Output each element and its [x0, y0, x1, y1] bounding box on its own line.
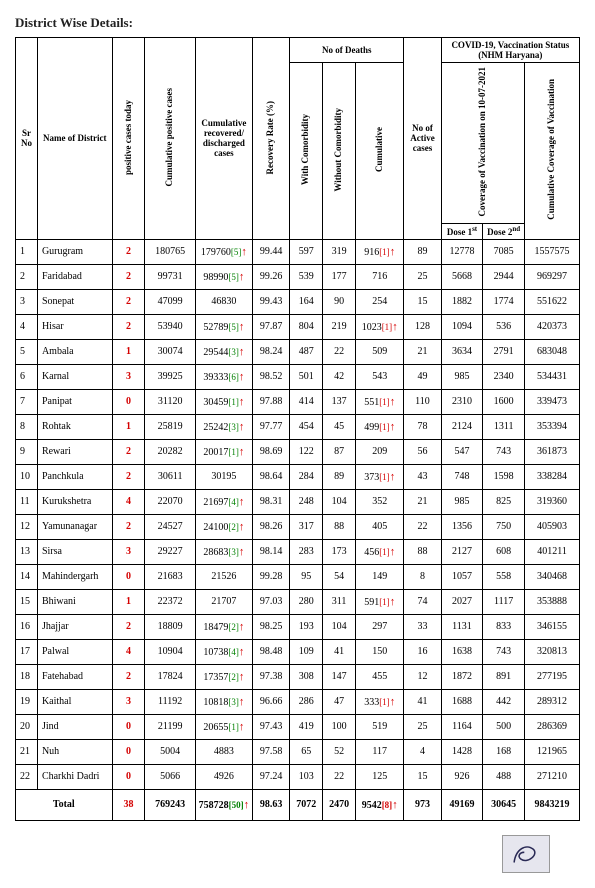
col-cumrec: Cumulative recovered/ discharged cases	[195, 38, 252, 240]
signature-area	[15, 835, 580, 873]
table-row: 14Mahindergarh0216832152699.289554149810…	[16, 564, 580, 589]
col-dose1: Dose 1st	[441, 223, 483, 239]
col-vac-cum: Cumulative Coverage of Vaccination	[525, 63, 580, 240]
table-row: 13Sirsa32922728683[3]98.14283173456[1]88…	[16, 539, 580, 564]
table-row: 21Nuh05004488397.58655211741428168121965	[16, 739, 580, 764]
table-row: 10Panchkula2306113019598.6428489373[1]43…	[16, 464, 580, 489]
table-body: 1Gurugram2180765179760[5]99.44597319916[…	[16, 239, 580, 820]
table-row: 18Fatehabad21782417357[2]97.383081474551…	[16, 664, 580, 689]
col-deaths-group: No of Deaths	[290, 38, 404, 63]
col-vac-group: COVID-19, Vaccination Status (NHM Haryan…	[441, 38, 579, 63]
col-dose2: Dose 2nd	[483, 223, 525, 239]
table-row: 1Gurugram2180765179760[5]99.44597319916[…	[16, 239, 580, 264]
col-cumpos: Cumulative positive cases	[145, 38, 195, 240]
table-header: Sr No Name of District positive cases to…	[16, 38, 580, 240]
col-dwout: Without Comorbidity	[323, 63, 356, 240]
col-sr: Sr No	[16, 38, 38, 240]
col-pct: positive cases today	[112, 38, 145, 240]
col-dcum: Cumulative	[356, 63, 404, 240]
col-dwith: With Comorbidity	[290, 63, 323, 240]
table-row: 12Yamunanagar22452724100[2]98.2631788405…	[16, 514, 580, 539]
col-rr: Recovery Rate (%)	[252, 38, 289, 240]
table-row: 20Jind02119920655[1]97.43419100519251164…	[16, 714, 580, 739]
table-row: 6Karnal33992539333[6]98.5250142543499852…	[16, 364, 580, 389]
table-row: 16Jhajjar21880918479[2]98.25193104297331…	[16, 614, 580, 639]
table-row: 2Faridabad29973198990[5]99.2653917771625…	[16, 264, 580, 289]
signature-icon	[502, 835, 550, 873]
table-row: 11Kurukshetra42207021697[4]98.3124810435…	[16, 489, 580, 514]
district-table: Sr No Name of District positive cases to…	[15, 37, 580, 821]
table-row: 15Bhiwani1223722170797.03280311591[1]742…	[16, 589, 580, 614]
total-row: Total38769243758728[50]98.63707224709542…	[16, 789, 580, 820]
col-active: No of Active cases	[404, 38, 441, 240]
table-row: 8Rohtak12581925242[3]97.7745445499[1]782…	[16, 414, 580, 439]
page-title: District Wise Details:	[15, 15, 580, 31]
col-district: Name of District	[37, 38, 112, 240]
table-row: 9Rewari22028220017[1]98.6912287209565477…	[16, 439, 580, 464]
col-vac-cov: Coverage of Vaccination on 10-07-2021	[441, 63, 524, 224]
table-row: 19Kaithal31119210818[3]96.6628647333[1]4…	[16, 689, 580, 714]
table-row: 5Ambala13007429544[3]98.2448722509213634…	[16, 339, 580, 364]
table-row: 22Charkhi Dadri05066492697.2410322125159…	[16, 764, 580, 789]
table-row: 17Palwal41090410738[4]98.481094115016163…	[16, 639, 580, 664]
table-row: 7Panipat03112030459[1]97.88414137551[1]1…	[16, 389, 580, 414]
table-row: 3Sonepat2470994683099.431649025415188217…	[16, 289, 580, 314]
table-row: 4Hisar25394052789[5]97.878042191023[1]12…	[16, 314, 580, 339]
